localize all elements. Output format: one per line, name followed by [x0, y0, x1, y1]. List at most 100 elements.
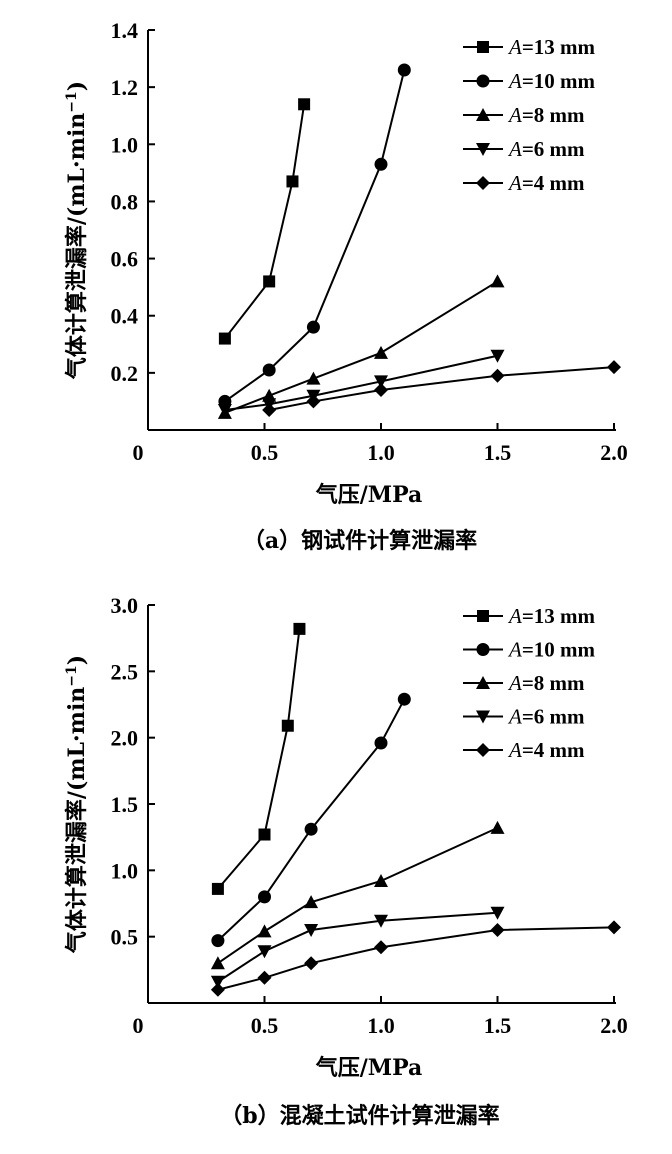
data-point-triangle-up [490, 274, 505, 288]
data-point-triangle-down [490, 906, 505, 920]
data-point-triangle-up [374, 873, 388, 887]
data-point-triangle-up [306, 371, 321, 385]
data-point-triangle-up [257, 924, 272, 938]
data-point-triangle-up [490, 820, 505, 834]
data-point-triangle-up [374, 345, 388, 359]
data-point-square [281, 719, 294, 732]
data-point-square [286, 175, 299, 188]
data-point-triangle-up [210, 956, 225, 970]
data-point-square [218, 332, 231, 345]
legend-label: A=6 mm [507, 137, 585, 161]
legend-label: A=10 mm [507, 638, 596, 662]
legend-label: A=4 mm [507, 171, 585, 195]
legend-marker-triangle-down [476, 710, 490, 724]
y-tick-label: 1.2 [111, 75, 139, 100]
y-tick-label: 2.5 [111, 659, 139, 684]
data-point-triangle-down [304, 924, 319, 938]
y-tick-label: 2.0 [111, 726, 139, 751]
y-tick-label: 0.6 [111, 247, 139, 272]
legend-marker-circle [476, 74, 490, 88]
data-point-diamond [262, 403, 277, 417]
x-tick-label: 0.5 [251, 1013, 279, 1038]
series-line-square [217, 628, 301, 890]
data-point-diamond [306, 394, 321, 409]
x-tick-label: 1.5 [484, 1013, 512, 1038]
data-point-circle [374, 736, 388, 750]
data-point-diamond [304, 956, 319, 971]
data-point-circle [262, 363, 276, 377]
data-point-square [293, 622, 306, 635]
data-point-square [298, 98, 311, 111]
x-tick-label: 2.0 [600, 1013, 628, 1038]
legend-marker-triangle-down [476, 143, 490, 156]
x-axis-title: 气压/MPa [315, 1055, 423, 1081]
legend-label: A=13 mm [507, 604, 596, 628]
legend-label: A=8 mm [507, 671, 585, 695]
y-tick-label: 0.4 [111, 304, 139, 329]
data-point-diamond [374, 940, 388, 955]
legend-label: A=6 mm [507, 705, 585, 729]
y-tick-label: 3.0 [111, 593, 139, 618]
data-point-square [263, 275, 276, 288]
data-point-circle [258, 890, 271, 904]
chart-b-svg: 0 0.5 1.0 1.5 2.0 0.5 1.0 1.5 2.0 2.5 3.0 A=13 mm A=… [64, 593, 628, 1129]
data-point-diamond [374, 383, 388, 397]
y-tick-label: 0.8 [111, 189, 139, 214]
x-axis-title: 气压/MPa [315, 482, 423, 508]
x-tick-label: 0.5 [251, 440, 279, 465]
data-point-diamond [490, 923, 505, 938]
x-tick-label: 0 [133, 440, 144, 465]
y-tick-label: 0.2 [111, 361, 139, 386]
x-tick-label: 2.0 [600, 440, 628, 465]
data-point-circle [304, 822, 318, 836]
series-line-circle [224, 69, 406, 403]
legend-marker-triangle-up [476, 676, 490, 689]
data-point-diamond [210, 982, 225, 997]
y-tick-label: 1.5 [111, 792, 139, 817]
series-line-diamond [268, 366, 615, 411]
data-point-triangle-down [374, 375, 388, 389]
data-point-triangle-down [257, 945, 272, 959]
legend-marker-diamond [476, 176, 490, 190]
data-point-circle [211, 934, 225, 948]
data-point-diamond [490, 368, 505, 383]
figure-caption: （b）混凝土试件计算泄漏率 [220, 1103, 499, 1129]
x-tick-label: 1.5 [484, 440, 512, 465]
legend-marker-circle [476, 643, 490, 656]
legend-label: A=13 mm [507, 35, 596, 59]
legend-label: A=8 mm [507, 103, 585, 127]
data-point-triangle-up [304, 895, 319, 909]
legend-marker-square [477, 610, 489, 622]
data-point-circle [397, 692, 411, 706]
data-point-circle [374, 157, 388, 171]
x-tick-label: 0 [133, 1013, 144, 1038]
legend-label: A=4 mm [507, 738, 585, 762]
x-tick-label: 1.0 [367, 1013, 395, 1038]
data-point-circle [397, 63, 411, 77]
data-point-triangle-down [490, 349, 505, 363]
data-point-diamond [607, 360, 621, 375]
y-tick-label: 1.0 [111, 132, 139, 157]
legend-marker-triangle-up [476, 108, 490, 121]
chart-panel-b: 0 0.5 1.0 1.5 2.0 0.5 1.0 1.5 2.0 2.5 3.0 A=13 mm A=… [0, 575, 672, 1135]
data-point-diamond [607, 920, 621, 935]
series-line-square [224, 104, 306, 340]
legend-label: A=10 mm [507, 69, 596, 93]
data-point-square [258, 828, 271, 841]
figure-caption: （a）钢试件计算泄漏率 [243, 528, 477, 554]
legend-marker-diamond [476, 743, 490, 757]
series-line-diamond [217, 926, 615, 991]
chart-a-svg: 0 0.5 1.0 1.5 2.0 0.2 0.4 0.6 0.8 1.0 1.2 1.4 A=13 m… [64, 18, 628, 554]
legend-marker-square [477, 41, 489, 53]
y-tick-label: 1.0 [111, 858, 139, 883]
data-point-triangle-down [217, 404, 232, 417]
data-point-triangle-down [374, 914, 388, 928]
data-point-square [211, 882, 224, 895]
data-point-diamond [257, 970, 272, 985]
y-axis-title: 气体计算泄漏率/(mL·min−1) [64, 655, 90, 954]
y-tick-label: 0.5 [111, 925, 139, 950]
chart-panel-a: 0 0.5 1.0 1.5 2.0 0.2 0.4 0.6 0.8 1.0 1.2 1.4 A=13 m… [0, 0, 672, 560]
x-tick-label: 1.0 [367, 440, 395, 465]
y-axis-title: 气体计算泄漏率/(mL·min−1) [64, 81, 90, 380]
y-tick-label: 1.4 [111, 18, 139, 43]
